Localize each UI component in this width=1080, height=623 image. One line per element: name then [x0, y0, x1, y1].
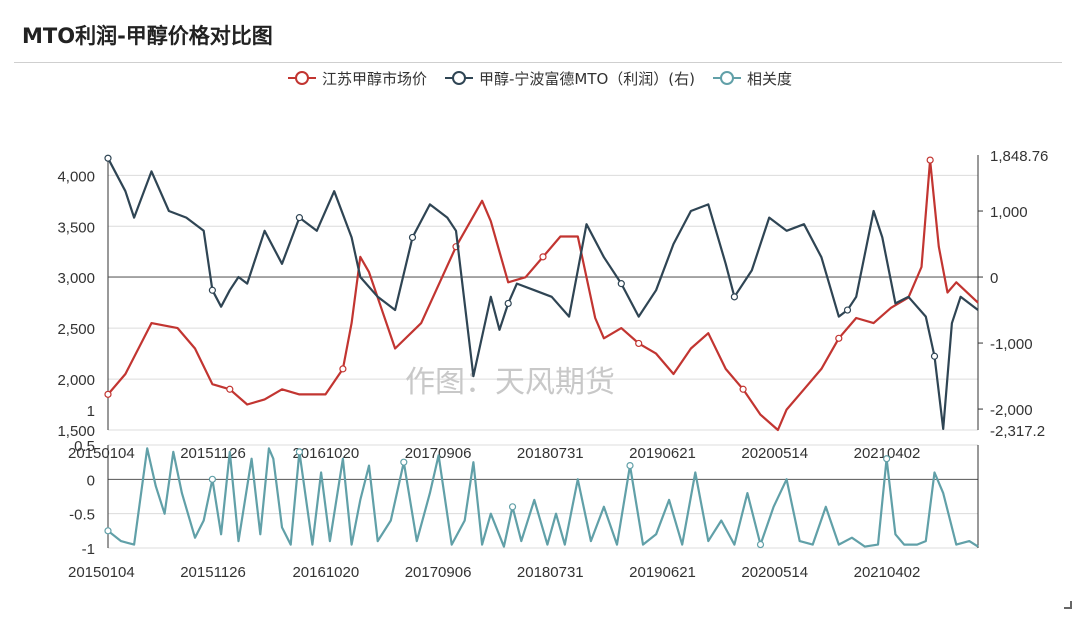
x-tick-top-4: 20180731: [517, 445, 584, 462]
price-point-0-12: [339, 365, 347, 373]
y-bottom-tick-0: -1: [82, 541, 95, 558]
correlation-point-2-60: [756, 540, 765, 549]
y-left-tick-4: 3,500: [57, 219, 95, 236]
x-tick-bottom-6: 20200514: [741, 564, 808, 581]
y-right-tick-2: 0: [990, 270, 998, 287]
correlation-line-2: [107, 447, 979, 548]
x-tick-top-7: 20210402: [854, 445, 921, 462]
price-point-0-0: [104, 390, 112, 398]
legend-label-price: 江苏甲醇市场价: [321, 69, 427, 88]
profit-point-1-21: [408, 233, 417, 242]
x-tick-top-6: 20200514: [741, 445, 808, 462]
x-tick-bottom-1: 20151126: [180, 564, 246, 581]
legend-item-profit[interactable]: 甲醇-宁波富德MTO（利润）(右): [444, 68, 696, 89]
legend: 江苏甲醇市场价 甲醇-宁波富德MTO（利润）(右) 相关度: [0, 66, 1080, 90]
correlation-point-2-0: [104, 527, 112, 535]
y-right-max-label: 1,848.76: [990, 148, 1048, 165]
price-point-0-24: [539, 253, 547, 261]
price-point-0-42: [835, 334, 843, 342]
x-tick-bottom-7: 20210402: [854, 564, 921, 581]
price-point-0-6: [226, 385, 234, 393]
resize-handle-icon[interactable]: [1064, 601, 1072, 609]
y-bottom-tick-2: 0: [87, 472, 95, 489]
x-tick-bottom-3: 20170906: [405, 564, 472, 581]
y-left-extra-tick: 1: [87, 403, 95, 420]
x-tick-top-3: 20170906: [405, 445, 472, 462]
profit-point-1-49: [843, 306, 852, 314]
watermark: 作图：天风期货: [405, 365, 615, 400]
correlation-point-2-40: [508, 503, 517, 511]
correlation-point-2-20: [295, 448, 303, 456]
y-bottom-tick-3: 0.5: [74, 438, 95, 455]
correlation-point-2-10: [208, 475, 216, 483]
y-right-tick-3: 1,000: [990, 204, 1028, 221]
y-left-tick-0: 1,500: [57, 423, 95, 440]
profit-point-1-7: [208, 286, 216, 294]
y-left-tick-2: 2,500: [57, 321, 95, 338]
legend-label-correlation: 相关度: [747, 69, 793, 88]
correlation-point-2-70: [883, 455, 891, 463]
y-left-tick-5: 4,000: [57, 168, 95, 185]
profit-point-1-0: [104, 154, 112, 162]
price-point-0-48: [926, 156, 934, 164]
legend-item-correlation[interactable]: 相关度: [713, 68, 792, 89]
legend-swatch-correlation: [713, 71, 742, 85]
y-right-tick-0: -2,000: [990, 402, 1033, 419]
x-tick-top-5: 20190621: [629, 445, 696, 462]
correlation-point-2-30: [400, 458, 408, 466]
legend-swatch-price: [287, 71, 316, 85]
legend-swatch-profit: [444, 71, 473, 85]
profit-point-1-14: [295, 214, 303, 222]
profit-point-1-42: [730, 293, 739, 301]
title-divider: [14, 62, 1062, 63]
legend-item-price[interactable]: 江苏甲醇市场价: [287, 68, 427, 89]
x-tick-bottom-5: 20190621: [629, 564, 696, 581]
price-point-0-36: [739, 385, 747, 393]
profit-point-1-35: [617, 280, 625, 288]
x-tick-bottom-2: 20161020: [292, 564, 359, 581]
y-left-tick-3: 3,000: [57, 270, 95, 287]
y-left-tick-1: 2,000: [57, 372, 95, 389]
price-line-0: [107, 159, 979, 432]
profit-line-1: [107, 157, 979, 430]
legend-label-profit: 甲醇-宁波富德MTO（利润）(右): [478, 69, 696, 88]
chart-title: MTO利润-甲醇价格对比图: [22, 24, 273, 48]
x-tick-top-1: 20151126: [180, 445, 246, 462]
correlation-point-2-50: [626, 462, 634, 470]
price-point-0-30: [635, 339, 643, 348]
x-tick-top-0: 20150104: [68, 445, 135, 462]
y-bottom-tick-1: -0.5: [69, 507, 95, 524]
x-tick-bottom-0: 20150104: [68, 564, 135, 581]
y-right-tick-1: -1,000: [990, 336, 1033, 353]
x-tick-bottom-4: 20180731: [517, 564, 584, 581]
y-right-min-label: -2,317.2: [990, 423, 1045, 440]
profit-point-1-56: [930, 352, 939, 360]
profit-point-1-28: [504, 299, 512, 308]
